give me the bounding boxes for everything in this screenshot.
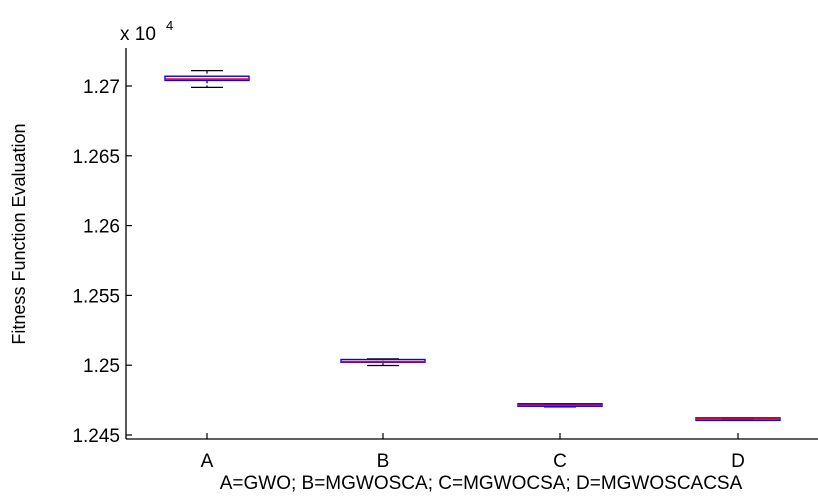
box-c: [517, 403, 603, 408]
y-tick-label: 1.25: [83, 356, 120, 377]
y-tick-label: 1.245: [72, 426, 120, 447]
y-tick-label: 1.255: [72, 286, 120, 307]
x-axis-title: A=GWO; B=MGWOSCA; C=MGWOCSA; D=MGWOSCACS…: [220, 473, 743, 494]
exponent-label: x 10: [120, 24, 156, 45]
y-tick-label: 1.26: [83, 217, 120, 238]
x-tick-label-b: B: [377, 451, 390, 472]
y-tick-label: 1.265: [72, 147, 120, 168]
boxes-group: [164, 69, 781, 422]
y-axis-title: Fitness Function Evaluation: [9, 123, 29, 344]
x-ticks-group: A B C D: [201, 433, 745, 472]
box-a: [164, 69, 250, 89]
x-tick-label-c: C: [553, 451, 567, 472]
y-tick-label: 1.27: [83, 77, 120, 98]
x-tick-label-d: D: [731, 451, 745, 472]
box-b: [340, 358, 426, 367]
exponent-power: 4: [166, 18, 173, 33]
x-tick-label-a: A: [201, 451, 214, 472]
box-d: [695, 417, 781, 422]
y-ticks-group: 1.245 1.25 1.255 1.26 1.265 1.27: [72, 77, 132, 447]
